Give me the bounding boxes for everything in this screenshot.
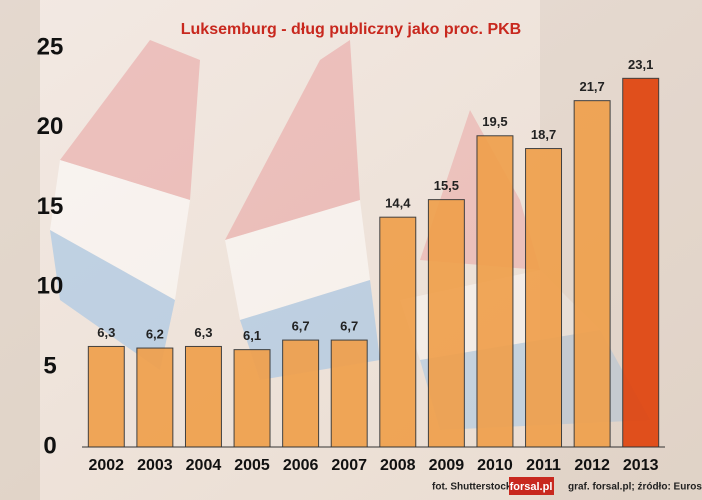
x-tick-label: 2005 — [234, 457, 270, 474]
y-tick-label: 0 — [43, 432, 56, 459]
logo: forsal.pl — [510, 481, 553, 493]
value-label: 15,5 — [434, 178, 459, 193]
y-tick-label: 20 — [37, 113, 64, 140]
bar — [184, 345, 222, 448]
value-label: 23,1 — [628, 57, 653, 72]
bar — [525, 148, 563, 448]
photo-credit: fot. Shutterstock — [432, 482, 512, 493]
value-label: 6,1 — [243, 328, 261, 343]
x-tick-label: 2009 — [429, 457, 465, 474]
y-tick-label: 25 — [37, 33, 64, 60]
bar — [233, 349, 271, 448]
x-tick-label: 2011 — [526, 457, 561, 474]
y-tick-label: 15 — [37, 193, 64, 220]
value-label: 6,3 — [97, 325, 115, 340]
x-tick-label: 2012 — [574, 457, 610, 474]
bar — [330, 339, 368, 448]
value-label: 21,7 — [579, 79, 604, 94]
bar — [622, 77, 660, 448]
bar — [136, 347, 174, 448]
x-tick-label: 2010 — [477, 457, 513, 474]
value-label: 6,3 — [194, 325, 212, 340]
bar — [427, 199, 465, 448]
value-label: 6,7 — [292, 319, 310, 334]
bar — [87, 345, 125, 448]
bar — [282, 339, 320, 448]
value-label: 6,7 — [340, 319, 358, 334]
x-tick-label: 2002 — [88, 457, 124, 474]
value-label: 19,5 — [482, 114, 507, 129]
x-tick-label: 2004 — [186, 457, 222, 474]
bar — [476, 135, 514, 448]
x-tick-label: 2007 — [331, 457, 367, 474]
x-tick-label: 2013 — [623, 457, 659, 474]
value-label: 18,7 — [531, 127, 556, 142]
bar — [379, 216, 417, 448]
x-tick-label: 2008 — [380, 457, 416, 474]
chart-title: Luksemburg - dług publiczny jako proc. P… — [181, 21, 521, 38]
bar — [573, 100, 611, 448]
y-tick-label: 5 — [43, 353, 56, 380]
x-tick-label: 2006 — [283, 457, 319, 474]
value-label: 6,2 — [146, 326, 164, 341]
value-label: 14,4 — [385, 196, 411, 211]
source: graf. forsal.pl; źródło: Eurostat — [568, 482, 702, 493]
y-tick-label: 10 — [37, 273, 64, 300]
logo-box — [509, 477, 554, 495]
x-tick-label: 2003 — [137, 457, 173, 474]
